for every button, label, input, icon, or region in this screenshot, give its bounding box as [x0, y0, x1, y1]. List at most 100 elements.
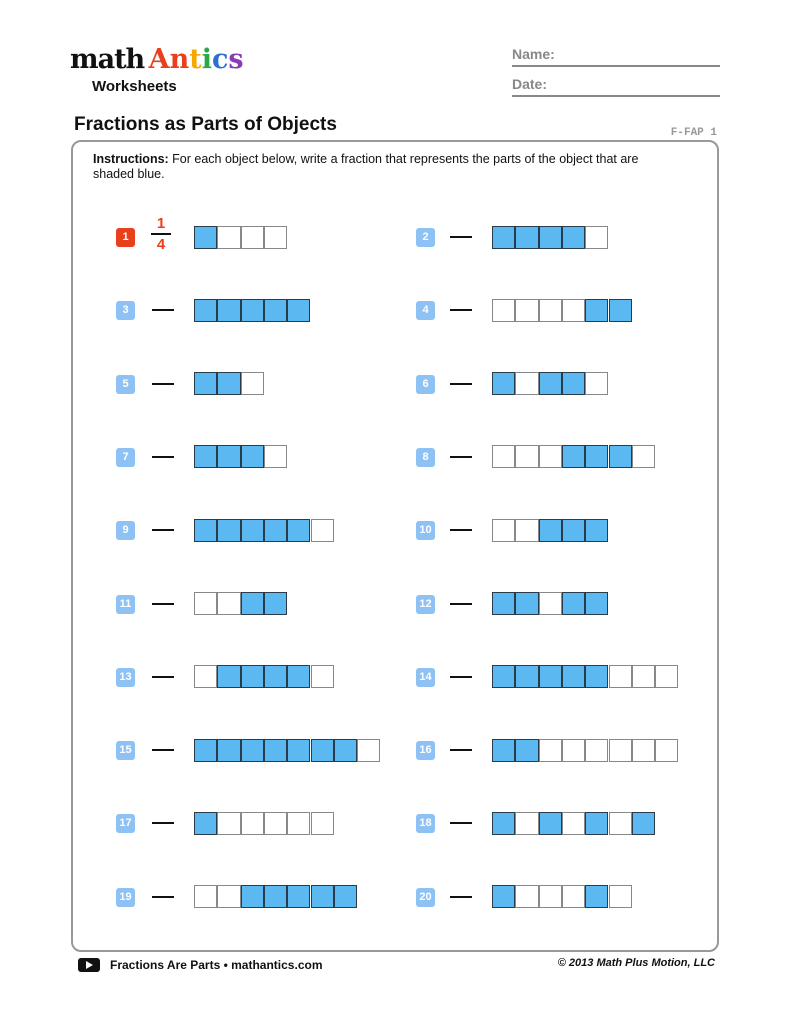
worksheet-frame	[71, 140, 719, 952]
shaded-part	[585, 592, 609, 615]
logo-letter: s	[228, 44, 244, 75]
problem-number-badge: 4	[416, 301, 435, 321]
shaded-part	[310, 885, 334, 909]
shaded-part	[310, 738, 334, 762]
unshaded-part	[492, 298, 516, 322]
shaded-part	[263, 885, 288, 909]
unshaded-part	[515, 298, 539, 322]
shaded-part	[585, 665, 609, 689]
problem-number-badge: 3	[116, 301, 135, 321]
unshaded-part	[263, 811, 288, 835]
problem-number-badge: 13	[116, 667, 135, 687]
shaded-part	[240, 665, 264, 689]
unshaded-part	[538, 298, 562, 322]
answer-fraction-blank[interactable]	[152, 309, 174, 312]
shaded-part	[538, 665, 562, 689]
shaded-part	[217, 445, 241, 469]
problem-number-badge: 20	[416, 887, 435, 907]
footer-video-link[interactable]: Fractions Are Parts • mathantics.com	[78, 958, 323, 972]
answer-fraction-blank[interactable]	[152, 529, 174, 532]
shaded-part	[263, 592, 288, 615]
shaded-part	[194, 372, 218, 396]
shaded-part	[561, 592, 586, 615]
unshaded-part	[515, 372, 539, 396]
shaded-part	[194, 445, 218, 469]
shaded-part	[608, 298, 632, 322]
shaded-part	[263, 298, 288, 322]
shaded-part	[217, 665, 241, 689]
answer-fraction-blank[interactable]	[450, 822, 472, 825]
unshaded-part	[608, 665, 632, 689]
unshaded-part	[194, 885, 218, 909]
shaded-part	[515, 592, 539, 615]
unshaded-part	[608, 811, 632, 835]
shaded-part	[492, 665, 516, 689]
footer-video-text: Fractions Are Parts • mathantics.com	[110, 958, 323, 972]
answer-fraction-blank[interactable]	[152, 602, 174, 605]
shaded-part	[538, 518, 562, 542]
problem-number-badge: 7	[116, 447, 135, 467]
problem-number-badge: 17	[116, 814, 135, 834]
unshaded-part	[515, 445, 539, 469]
unshaded-part	[492, 445, 516, 469]
shaded-part	[492, 811, 516, 835]
logo-letter: i	[201, 44, 212, 75]
answer-fraction-blank[interactable]	[152, 455, 174, 458]
shaded-part	[515, 665, 539, 689]
answer-fraction-blank[interactable]	[450, 382, 472, 385]
answer-fraction-blank[interactable]	[450, 895, 472, 898]
logo-letter: c	[211, 44, 229, 75]
unshaded-part	[608, 885, 632, 909]
shaded-part	[631, 811, 656, 835]
answer-fraction-blank[interactable]	[450, 236, 472, 238]
answer-fraction-blank[interactable]	[152, 749, 174, 752]
answer-fraction-blank[interactable]	[450, 529, 472, 532]
fraction-bar	[151, 233, 171, 235]
unshaded-part	[585, 738, 609, 762]
logo-antics: Antics	[149, 44, 244, 75]
unshaded-part	[631, 665, 656, 689]
shaded-part	[194, 811, 218, 835]
answer-fraction-blank[interactable]	[450, 749, 472, 752]
answer-fraction-blank[interactable]	[152, 382, 174, 385]
unshaded-part	[240, 811, 264, 835]
shaded-part	[585, 445, 609, 469]
unshaded-part	[585, 372, 609, 396]
date-field[interactable]: Date:	[512, 76, 720, 97]
math-antics-logo: math Antics Worksheets	[70, 44, 244, 95]
shaded-part	[515, 738, 539, 762]
shaded-part	[217, 518, 241, 542]
instructions-text: For each object below, write a fraction …	[93, 152, 639, 181]
answer-fraction-blank[interactable]	[450, 455, 472, 458]
shaded-part	[585, 811, 609, 835]
answer-fraction-blank[interactable]	[152, 895, 174, 898]
name-field[interactable]: Name:	[512, 46, 720, 67]
unshaded-part	[561, 885, 586, 909]
shaded-part	[561, 225, 586, 249]
problem-number-badge: 2	[416, 228, 435, 247]
play-icon	[78, 958, 100, 972]
answer-fraction-blank[interactable]	[450, 675, 472, 678]
shaded-part	[287, 298, 311, 322]
answer-fraction-blank[interactable]	[450, 309, 472, 312]
shaded-part	[263, 518, 288, 542]
problem-number-badge: 1	[116, 228, 135, 247]
answer-fraction-blank[interactable]	[152, 822, 174, 825]
shaded-part	[538, 225, 562, 249]
denominator: 4	[156, 236, 166, 253]
unshaded-part	[538, 738, 562, 762]
shaded-part	[240, 445, 264, 469]
shaded-part	[492, 738, 516, 762]
problem-number-badge: 8	[416, 447, 435, 467]
unshaded-part	[608, 738, 632, 762]
shaded-part	[585, 885, 609, 909]
name-label: Name:	[512, 46, 555, 62]
unshaded-part	[240, 225, 264, 249]
shaded-part	[287, 518, 311, 542]
shaded-part	[217, 298, 241, 322]
answer-fraction-blank[interactable]	[152, 675, 174, 678]
answer-fraction-blank[interactable]	[450, 602, 472, 605]
logo-letter: A	[148, 44, 170, 75]
